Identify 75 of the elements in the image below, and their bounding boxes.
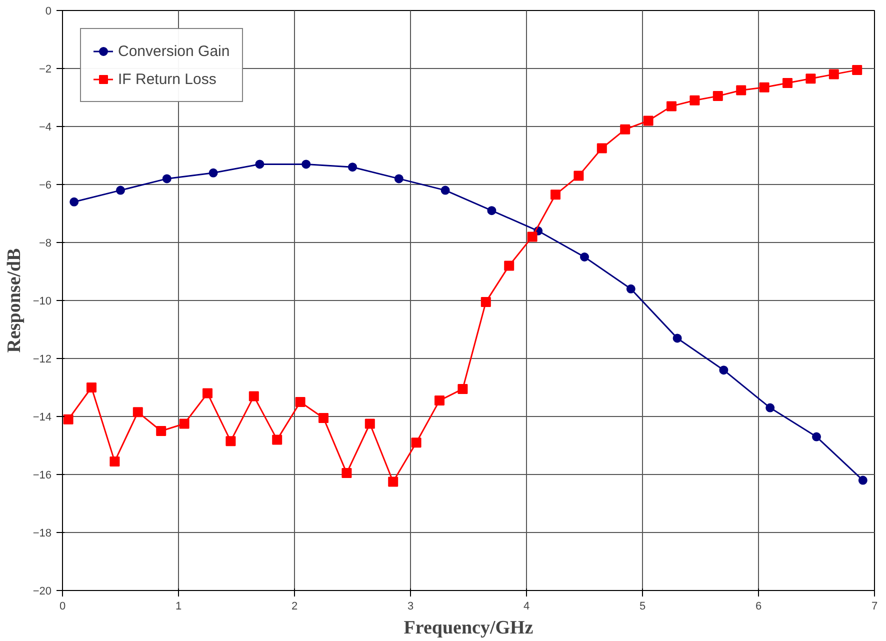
point	[348, 162, 357, 172]
x-tick-label: 2	[291, 600, 298, 612]
point	[487, 206, 496, 216]
point	[248, 391, 259, 402]
point	[852, 64, 862, 75]
y-tick-label: −12	[32, 354, 52, 366]
y-tick-label: −10	[32, 296, 52, 308]
point	[202, 388, 212, 398]
point	[295, 397, 306, 407]
point	[527, 232, 538, 242]
point	[812, 432, 821, 442]
point	[574, 170, 584, 181]
y-tick-label: −2	[38, 64, 52, 76]
point	[712, 91, 723, 102]
x-tick-label: 0	[59, 600, 66, 612]
y-axis-title: Response/dB	[4, 248, 25, 353]
point	[666, 101, 676, 112]
point	[766, 403, 775, 412]
point	[411, 438, 422, 448]
point	[580, 252, 589, 262]
point	[759, 82, 770, 92]
point	[736, 85, 746, 96]
y-tick-label: −8	[38, 238, 52, 250]
point	[255, 160, 264, 169]
point	[858, 476, 868, 485]
point	[302, 160, 311, 169]
y-tick-label: 0	[45, 6, 52, 18]
point	[272, 434, 282, 445]
y-tick-label: −20	[32, 586, 52, 598]
point	[690, 95, 700, 106]
point	[643, 116, 654, 126]
x-tick-label: 4	[523, 600, 530, 612]
point	[458, 384, 468, 394]
point	[364, 418, 375, 429]
legend-label: IF Return Loss	[118, 70, 216, 88]
point	[504, 260, 514, 271]
y-tick-label: −4	[38, 122, 52, 134]
point	[672, 334, 682, 343]
x-tick-label: 5	[639, 600, 646, 612]
x-tick-label: 1	[175, 600, 182, 612]
point	[110, 456, 120, 466]
x-tick-label: 3	[407, 600, 414, 612]
point	[440, 186, 450, 195]
point	[63, 414, 74, 424]
point	[318, 412, 328, 423]
point	[156, 426, 166, 436]
x-tick-label: 7	[871, 600, 878, 612]
point	[550, 190, 560, 200]
point	[86, 382, 96, 392]
point	[480, 296, 491, 307]
y-tick-label: −16	[32, 470, 52, 482]
point	[782, 78, 792, 88]
legend-label: Conversion Gain	[118, 42, 230, 60]
x-axis-title: Frequency/GHz	[404, 618, 534, 638]
point	[719, 366, 728, 375]
point	[208, 168, 218, 178]
point	[620, 124, 630, 134]
x-tick-label: 6	[755, 600, 762, 612]
y-tick-label: −14	[32, 412, 52, 424]
point	[70, 197, 79, 206]
point	[342, 468, 352, 478]
point	[226, 436, 236, 446]
point	[394, 174, 404, 184]
point	[596, 143, 607, 154]
point	[828, 69, 839, 80]
point	[806, 74, 816, 84]
point	[179, 418, 190, 429]
point	[116, 186, 125, 195]
y-tick-label: −6	[38, 180, 52, 192]
point	[132, 407, 143, 418]
point	[626, 284, 636, 294]
y-tick-label: −18	[32, 528, 52, 540]
point	[434, 396, 444, 406]
point	[162, 174, 172, 184]
point	[388, 476, 398, 487]
